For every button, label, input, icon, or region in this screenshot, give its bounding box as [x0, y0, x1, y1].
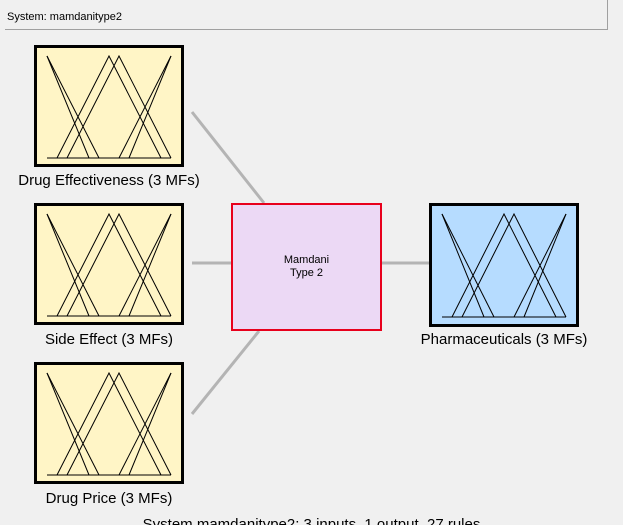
- title-divider-right: [607, 0, 608, 30]
- input-side-effect-block[interactable]: [34, 203, 184, 325]
- system-summary: System mamdanitype2: 3 inputs, 1 output,…: [142, 516, 481, 525]
- input-drug-effectiveness-block[interactable]: [34, 45, 184, 167]
- membership-functions-icon: [46, 54, 172, 159]
- inference-engine-block[interactable]: Mamdani Type 2: [231, 203, 382, 331]
- connector-input1-engine: [190, 111, 266, 204]
- system-title: System: mamdanitype2: [7, 11, 122, 23]
- input-side-effect-label: Side Effect (3 MFs): [44, 331, 174, 348]
- input-drug-price-block[interactable]: [34, 362, 184, 484]
- connector-input3-engine: [190, 330, 261, 415]
- output-pharmaceuticals-label: Pharmaceuticals (3 MFs): [420, 331, 588, 348]
- engine-type-line2: Type 2: [289, 267, 324, 279]
- input-drug-effectiveness-label: Drug Effectiveness (3 MFs): [18, 172, 200, 189]
- membership-functions-icon: [441, 212, 567, 318]
- engine-type-line1: Mamdani: [283, 254, 330, 266]
- membership-functions-icon: [46, 371, 172, 476]
- membership-functions-icon: [46, 212, 172, 317]
- output-pharmaceuticals-block[interactable]: [429, 203, 579, 327]
- title-divider: [5, 29, 608, 30]
- input-drug-price-label: Drug Price (3 MFs): [45, 490, 173, 507]
